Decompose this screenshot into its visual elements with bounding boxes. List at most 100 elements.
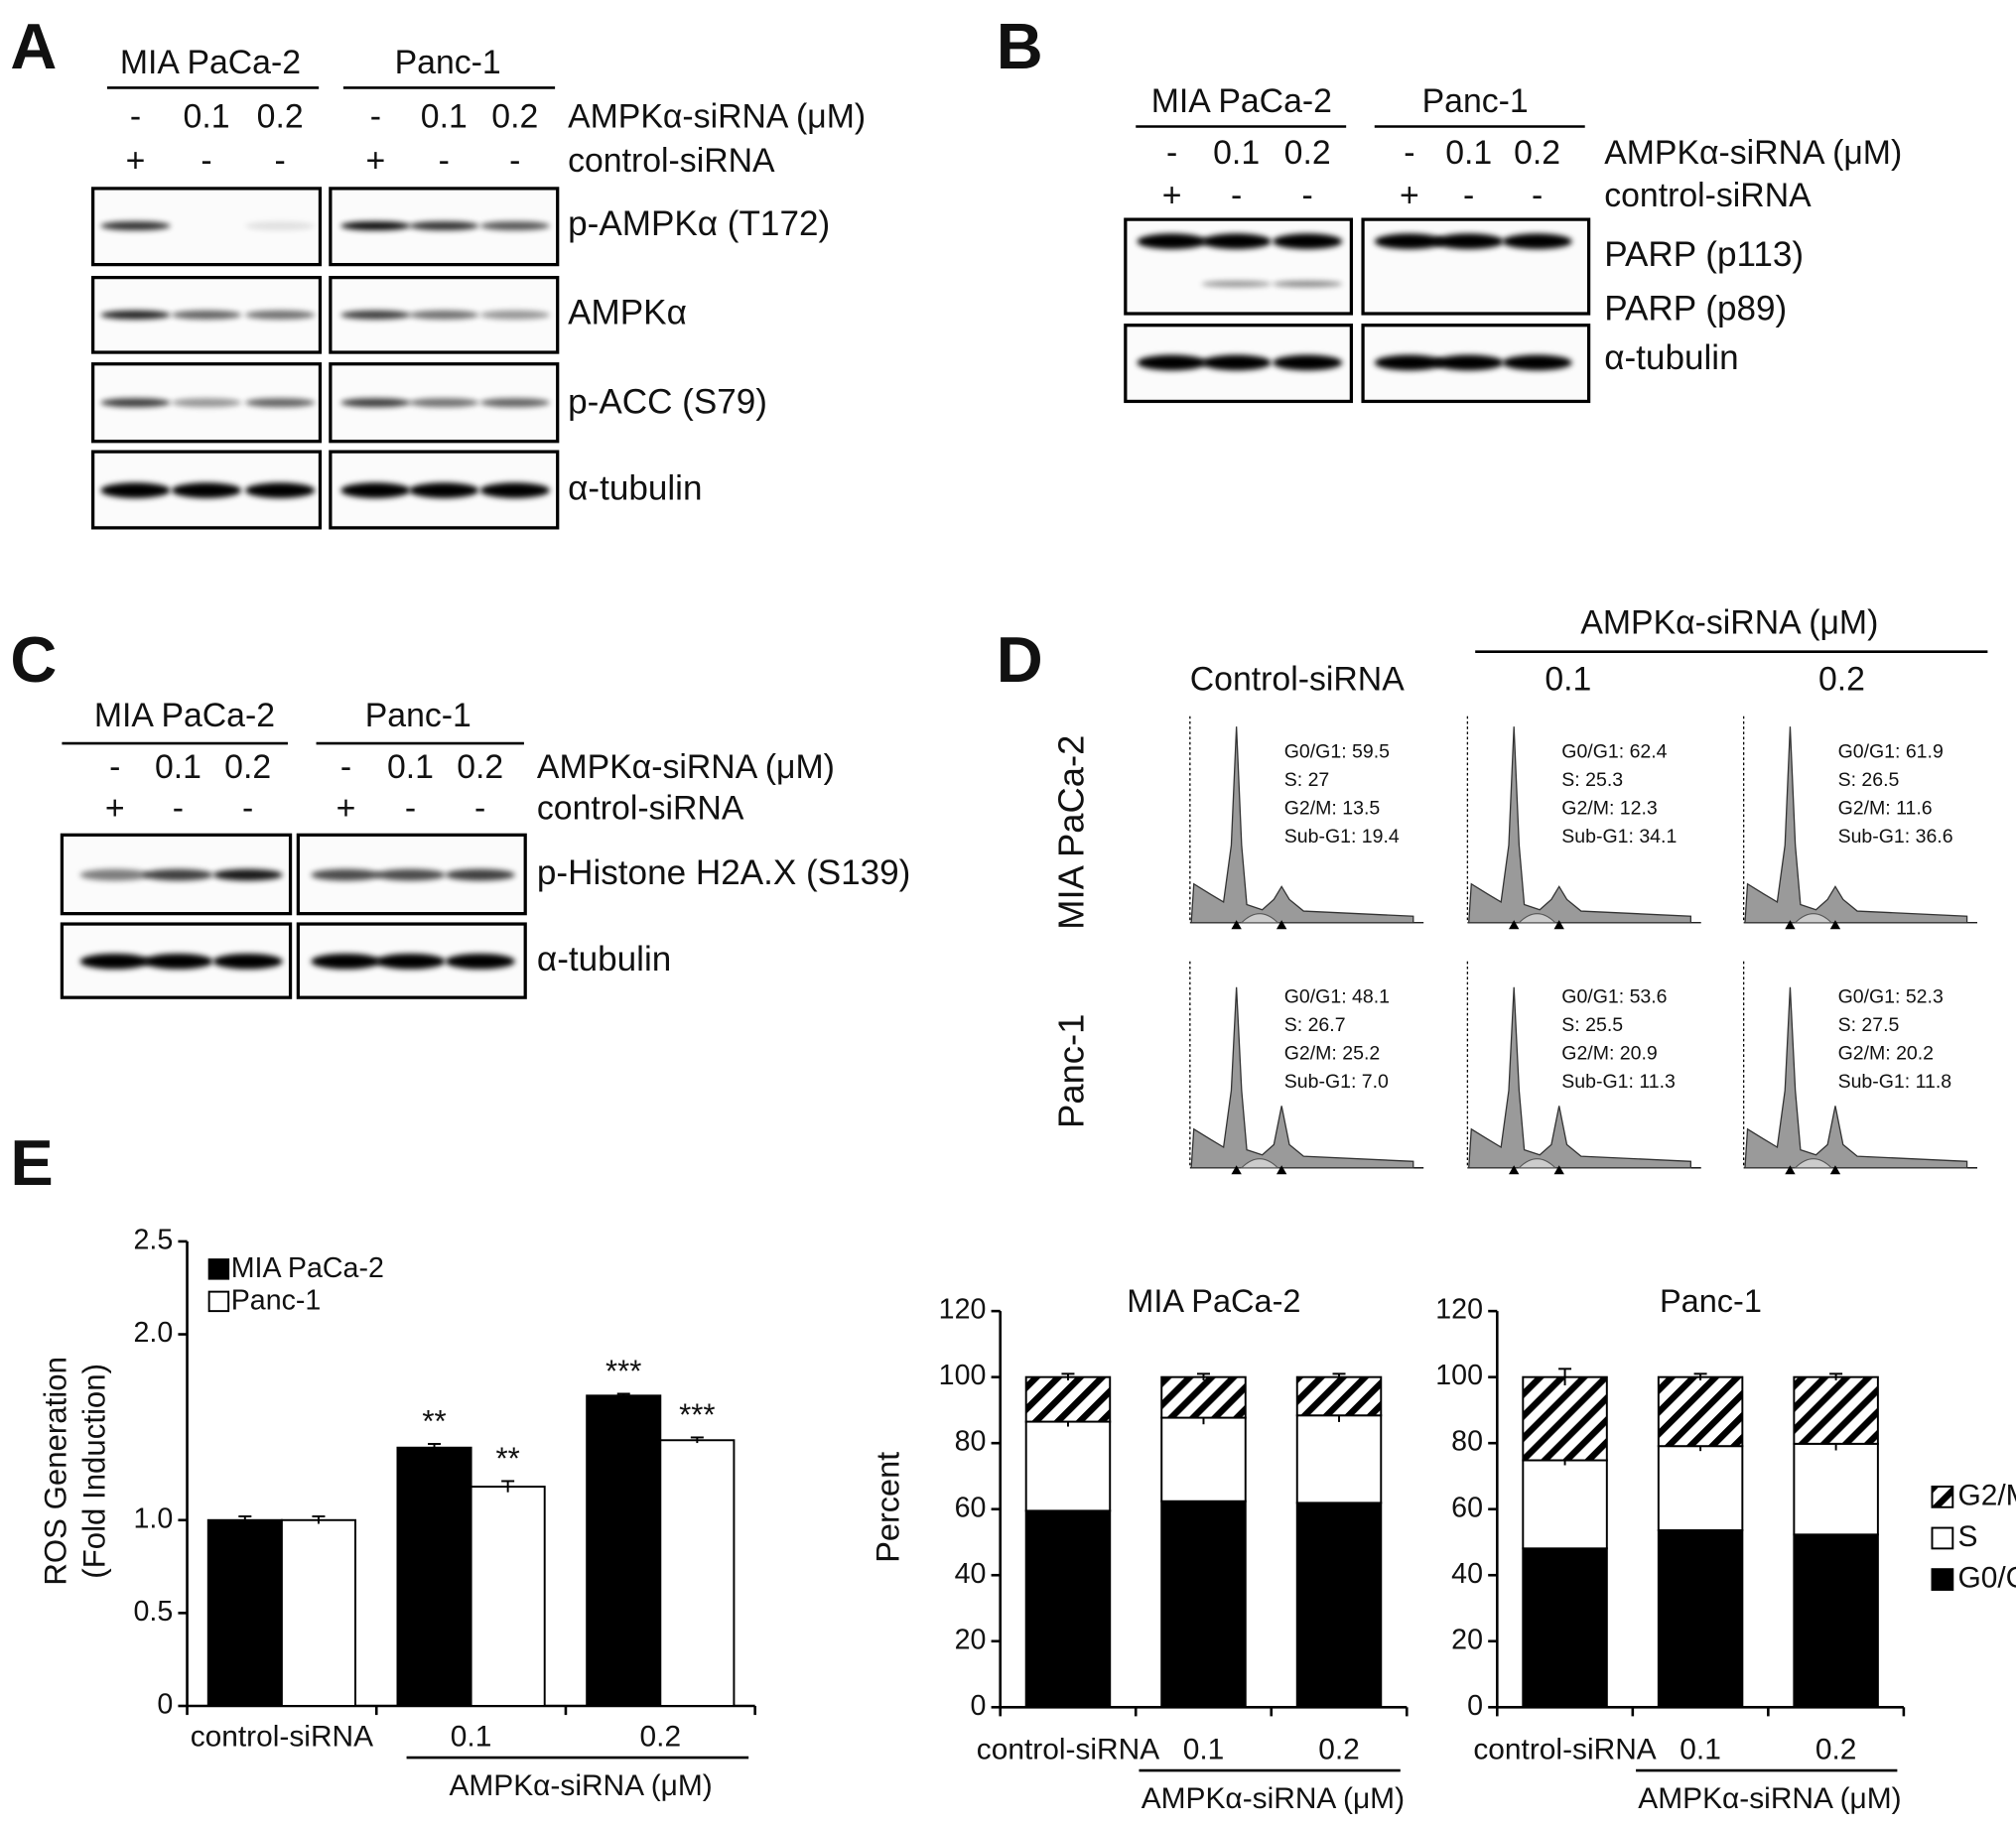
band (1433, 354, 1504, 371)
y-tick-label: 60 (1451, 1492, 1483, 1523)
peak-marker (1829, 920, 1841, 930)
bar-segment (1024, 1420, 1112, 1512)
flow-column: 0.1 (1545, 661, 1591, 699)
x-tick-label: control-siRNA (191, 1720, 373, 1753)
bar-segment (1160, 1500, 1247, 1709)
bar-segment (1793, 1533, 1879, 1709)
significance: *** (605, 1354, 641, 1388)
band (1502, 354, 1572, 371)
flow-stat: G0/G1: 53.6 (1561, 985, 1667, 1007)
protein-label: p-Histone H2A.X (S139) (537, 853, 910, 892)
band (212, 953, 283, 970)
bar (280, 1518, 356, 1707)
histogram (1744, 986, 1968, 1169)
chart-title: MIA PaCa-2 (1127, 1283, 1300, 1319)
legend-label: G2/M (1957, 1479, 2016, 1511)
y-axis-label: Percent (871, 1452, 906, 1563)
y-tick-label: 0.5 (133, 1596, 173, 1628)
band (1502, 233, 1572, 250)
legend-swatch (207, 1258, 230, 1280)
flow-stat: S: 25.3 (1561, 769, 1623, 791)
band (340, 310, 411, 320)
dose: 0.2 (257, 98, 304, 136)
y-tick-label: 120 (939, 1294, 987, 1326)
flow-stat: Sub-G1: 34.1 (1561, 826, 1677, 848)
treatment-label: control-siRNA (568, 142, 775, 180)
bar (586, 1394, 662, 1707)
treatment-label: control-siRNA (1604, 177, 1812, 214)
band (100, 310, 171, 320)
band (143, 868, 213, 881)
blot-frame (1361, 217, 1591, 316)
band (100, 221, 171, 231)
band (375, 868, 446, 881)
band (479, 482, 550, 498)
histogram (1190, 986, 1414, 1169)
cell-line: MIA PaCa-2 (120, 44, 301, 81)
histogram-s-phase (1794, 913, 1833, 924)
flow-stat: S: 27.5 (1838, 1014, 1900, 1036)
band (479, 310, 550, 320)
dose: 0.2 (1514, 134, 1560, 172)
band (340, 482, 411, 498)
histogram (1467, 986, 1691, 1169)
control-flag: + (1162, 177, 1182, 214)
legend-label: G0/G1 (1957, 1561, 2016, 1594)
control-flag: - (1231, 177, 1242, 214)
band (311, 868, 381, 881)
band (1433, 233, 1504, 250)
significance: ** (422, 1403, 446, 1438)
peak-marker (1508, 920, 1520, 930)
y-tick-label: 40 (1451, 1558, 1483, 1590)
cell-line: MIA PaCa-2 (1151, 82, 1332, 120)
band (171, 482, 242, 498)
histogram-s-phase (1794, 1158, 1833, 1169)
control-flag: - (1532, 177, 1543, 214)
control-flag: + (105, 790, 125, 828)
blot-frame (1124, 217, 1353, 316)
dose: 0.1 (184, 98, 230, 136)
flow-header: AMPKα-siRNA (μM) (1580, 603, 1878, 641)
control-flag: - (275, 142, 286, 180)
flow-stat: G2/M: 12.3 (1561, 797, 1657, 819)
protein-label: AMPKα (568, 294, 687, 332)
cell-line: Panc-1 (395, 44, 501, 81)
legend-swatch (1931, 1485, 1954, 1508)
protein-label: PARP (p113) (1604, 235, 1804, 274)
y-tick-label: 20 (955, 1624, 987, 1655)
legend-swatch (1931, 1568, 1954, 1591)
flow-stat: S: 26.5 (1838, 769, 1900, 791)
band (245, 398, 316, 408)
band (375, 953, 446, 970)
protein-label: α-tubulin (537, 940, 671, 978)
peak-marker (1785, 920, 1796, 930)
y-tick-label: 100 (1435, 1360, 1483, 1391)
flow-stat: G2/M: 20.2 (1838, 1043, 1934, 1065)
band (100, 398, 171, 408)
y-tick-label: 40 (955, 1558, 987, 1590)
bar (206, 1518, 283, 1707)
group-label: AMPKα-siRNA (μM) (449, 1769, 712, 1802)
legend-swatch (1931, 1526, 1954, 1550)
bar-segment (1657, 1445, 1744, 1531)
band (245, 482, 316, 498)
protein-label: α-tubulin (568, 468, 702, 507)
flow-column: Control-siRNA (1190, 661, 1405, 699)
peak-marker (1829, 1165, 1841, 1175)
cell-line: Panc-1 (365, 697, 471, 734)
x-tick-label: 0.2 (640, 1720, 682, 1753)
band (212, 868, 283, 881)
peak-marker (1231, 920, 1242, 930)
legend-label: MIA PaCa-2 (231, 1252, 384, 1284)
chart-title: Panc-1 (1660, 1283, 1762, 1319)
x-tick-label: 0.1 (451, 1720, 492, 1753)
peak-marker (1231, 1165, 1242, 1175)
control-flag: - (173, 790, 184, 828)
band (100, 482, 171, 498)
band (79, 868, 150, 881)
bar-segment (1793, 1442, 1879, 1536)
legend-label: S (1957, 1520, 1977, 1553)
peak-marker (1276, 920, 1287, 930)
